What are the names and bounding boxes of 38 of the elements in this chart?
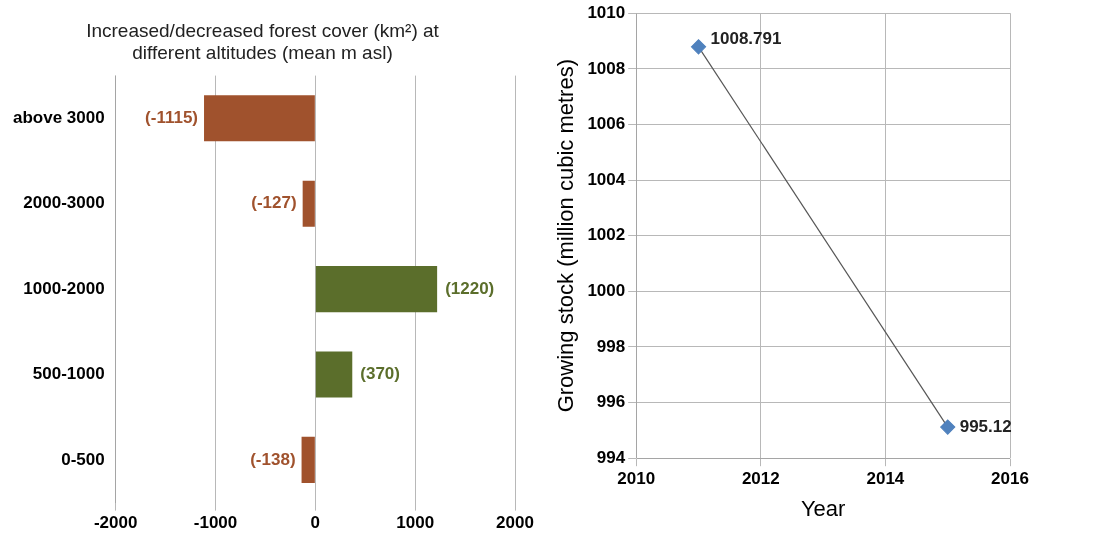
y-tick-label: 2000-3000 xyxy=(23,193,105,213)
y-tick-label: 1002 xyxy=(587,225,626,245)
y-tick-label: 1006 xyxy=(587,114,626,134)
bar xyxy=(315,351,353,398)
data-label: (1220) xyxy=(445,278,495,298)
bar xyxy=(315,266,438,313)
y-tick-label: 1004 xyxy=(587,169,626,189)
bar xyxy=(204,95,315,142)
data-label: (-127) xyxy=(251,193,297,213)
x-tick-label: 2010 xyxy=(617,469,656,489)
x-tick-label: 1000 xyxy=(396,513,435,533)
data-label: (370) xyxy=(360,364,400,384)
data-label: (-138) xyxy=(250,449,296,469)
y-tick-label: 1000-2000 xyxy=(23,278,105,298)
y-tick-label: 1008 xyxy=(587,58,626,78)
text: 995.12 xyxy=(959,416,1012,436)
y-tick-label: 1000 xyxy=(587,281,626,301)
y-tick-label: 500-1000 xyxy=(32,364,105,384)
bar xyxy=(301,436,315,483)
bar xyxy=(302,180,315,227)
x-tick-label: -2000 xyxy=(93,513,138,533)
chart-title: Increased/decreased forest cover (km²) at different altitudes (mean m asl) xyxy=(86,19,440,64)
y-tick-label: above 3000 xyxy=(12,107,105,127)
y-tick-label: 998 xyxy=(596,336,626,356)
x-tick-label: 2012 xyxy=(741,469,780,489)
x-tick-label: 2000 xyxy=(496,513,534,533)
x-tick-label: 2014 xyxy=(866,469,905,489)
y-tick-label: 1010 xyxy=(587,2,626,22)
x-tick-label: 2016 xyxy=(991,469,1029,489)
x-tick-label: 0 xyxy=(310,513,321,533)
y-tick-label: 0-500 xyxy=(61,449,105,469)
data-label: (-1115) xyxy=(145,107,199,127)
y-tick-label: 994 xyxy=(596,447,626,467)
y-axis-title: Growing stock (million cubic metres) xyxy=(553,59,579,413)
y-tick-label: 996 xyxy=(596,392,626,412)
x-axis-title: Year xyxy=(800,495,846,521)
x-tick-label: -1000 xyxy=(193,513,238,533)
text: 1008.791 xyxy=(710,28,782,48)
